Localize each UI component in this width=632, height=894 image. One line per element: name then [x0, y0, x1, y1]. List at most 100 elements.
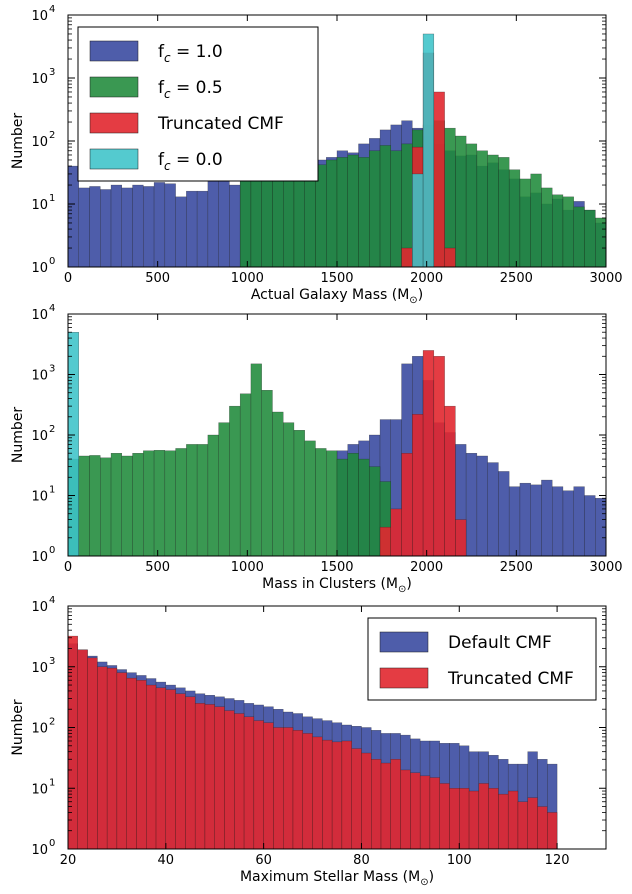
bar	[444, 405, 456, 557]
bar	[488, 788, 499, 850]
y-tick-label: 100	[31, 256, 55, 276]
x-tick-label: 0	[64, 560, 72, 575]
y-tick-label: 104	[31, 4, 55, 24]
x-tick-label: 40	[158, 853, 175, 868]
bar	[153, 450, 166, 557]
y-tick-base: 10	[31, 550, 48, 565]
y-axis-label: Number	[10, 407, 26, 463]
bar	[207, 176, 219, 268]
bar	[336, 458, 348, 557]
legend-label: Truncated CMF	[447, 669, 574, 689]
bar	[379, 145, 392, 268]
bar	[487, 154, 499, 268]
bar	[218, 422, 230, 557]
y-tick-base: 10	[31, 369, 48, 384]
y-tick-label: 101	[31, 193, 55, 213]
y-tick-exp: 0	[49, 545, 55, 556]
y-tick-exp: 2	[49, 717, 55, 728]
y-tick-base: 10	[31, 661, 48, 676]
bar	[121, 187, 133, 268]
x-axis-label: Actual Galaxy Mass (M⊙)	[251, 287, 423, 306]
bar	[541, 479, 553, 557]
bar	[78, 455, 90, 557]
bar	[444, 247, 456, 268]
y-tick-base: 10	[31, 9, 48, 24]
bar	[194, 703, 206, 850]
bar	[433, 91, 445, 268]
bar	[302, 733, 313, 850]
bar	[562, 196, 574, 268]
bar	[239, 393, 252, 557]
y-tick-label: 103	[31, 364, 55, 384]
bar	[89, 455, 101, 557]
bar	[126, 677, 137, 850]
bar	[562, 490, 574, 557]
bar	[304, 440, 316, 557]
y-tick-exp: 2	[49, 130, 55, 141]
x-tick-label: 1500	[320, 560, 353, 575]
bar	[186, 190, 198, 268]
bar	[433, 356, 445, 557]
legend-swatch	[379, 667, 429, 689]
x-tick-label: 3000	[589, 560, 622, 575]
bar	[517, 801, 528, 850]
bar	[331, 741, 343, 850]
x-tick-label: 100	[447, 853, 472, 868]
bar	[498, 471, 510, 557]
legend: fc = 1.0 fc = 0.5 Truncated CMF fc = 0.0	[77, 26, 319, 182]
legend-swatch	[89, 76, 139, 98]
legend-label: fc = 1.0	[158, 42, 223, 65]
bar	[214, 706, 225, 850]
y-tick-exp: 4	[49, 595, 55, 606]
bar	[153, 182, 166, 268]
bar	[175, 196, 187, 268]
bar	[243, 716, 255, 850]
x-tick-label: 3000	[589, 271, 622, 286]
y-tick-label: 103	[31, 656, 55, 676]
y-tick-exp: 3	[49, 656, 55, 667]
bar	[146, 684, 157, 850]
bar	[186, 444, 198, 557]
y-tick-label: 100	[31, 545, 55, 565]
y-tick-base: 10	[31, 72, 48, 87]
bar	[468, 790, 480, 850]
bar	[547, 812, 558, 850]
y-tick-exp: 1	[49, 193, 55, 204]
y-tick-base: 10	[31, 429, 48, 444]
bar	[552, 194, 564, 268]
bar	[106, 667, 118, 850]
x-tick-label: 20	[60, 853, 77, 868]
bar	[530, 173, 542, 268]
y-tick-label: 101	[31, 777, 55, 797]
legend-swatch	[379, 631, 429, 653]
bar	[185, 696, 196, 850]
x-tick-label: 80	[353, 853, 370, 868]
bar	[341, 740, 352, 850]
bar	[164, 450, 176, 557]
bar	[519, 482, 531, 557]
bar	[595, 217, 607, 268]
bar	[444, 127, 456, 268]
y-tick-exp: 3	[49, 67, 55, 78]
bar	[155, 687, 167, 850]
bar	[132, 184, 144, 268]
bar	[422, 350, 435, 557]
bar	[390, 759, 401, 850]
legend-label: Truncated CMF	[157, 114, 284, 134]
bar	[204, 704, 215, 850]
bar	[229, 184, 241, 268]
bar	[449, 788, 460, 850]
bar	[196, 190, 209, 268]
bar	[263, 722, 274, 850]
bar	[78, 187, 90, 268]
x-tick-label: 500	[145, 560, 170, 575]
bar	[336, 157, 348, 268]
y-tick-base: 10	[31, 722, 48, 737]
bar	[315, 448, 327, 557]
bar	[369, 466, 381, 557]
series-trunc	[67, 635, 558, 850]
bar	[136, 680, 147, 850]
bar	[584, 209, 596, 268]
y-tick-exp: 0	[49, 838, 55, 849]
